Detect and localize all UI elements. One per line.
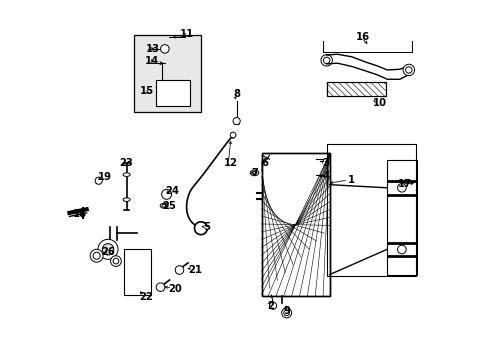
Circle shape xyxy=(98,239,118,259)
Bar xyxy=(261,153,329,296)
Circle shape xyxy=(102,244,114,255)
Text: 12: 12 xyxy=(224,158,238,168)
Ellipse shape xyxy=(160,203,168,208)
Text: 7: 7 xyxy=(251,168,258,178)
Text: 8: 8 xyxy=(233,89,240,99)
Text: 23: 23 xyxy=(119,158,133,168)
Text: 14: 14 xyxy=(145,57,159,66)
Text: 19: 19 xyxy=(97,172,111,182)
Text: 10: 10 xyxy=(372,98,386,108)
Text: 4: 4 xyxy=(322,171,329,181)
Bar xyxy=(123,249,150,295)
Circle shape xyxy=(320,55,332,66)
Text: 3: 3 xyxy=(322,158,329,168)
Ellipse shape xyxy=(281,308,291,318)
Circle shape xyxy=(156,283,164,292)
Circle shape xyxy=(160,45,169,53)
Bar xyxy=(261,153,329,296)
Text: 25: 25 xyxy=(162,201,175,211)
Text: 22: 22 xyxy=(139,292,153,302)
Circle shape xyxy=(162,189,171,199)
Circle shape xyxy=(405,67,411,73)
Circle shape xyxy=(110,256,121,266)
Ellipse shape xyxy=(123,198,130,202)
Text: 17: 17 xyxy=(397,179,411,189)
Text: 13: 13 xyxy=(145,44,159,54)
Text: 1: 1 xyxy=(346,175,354,185)
Bar xyxy=(326,82,385,96)
Ellipse shape xyxy=(123,173,130,176)
Circle shape xyxy=(397,184,406,192)
Circle shape xyxy=(233,117,240,125)
Text: 21: 21 xyxy=(188,265,202,275)
Bar xyxy=(156,80,189,106)
Circle shape xyxy=(323,57,329,64)
Bar xyxy=(134,35,200,112)
Text: 26: 26 xyxy=(101,247,115,257)
Bar xyxy=(326,144,415,276)
Ellipse shape xyxy=(252,171,256,175)
Circle shape xyxy=(113,258,119,264)
Circle shape xyxy=(269,302,276,309)
Text: 9: 9 xyxy=(283,306,289,316)
Circle shape xyxy=(175,266,183,274)
Text: 5: 5 xyxy=(203,222,210,232)
Bar xyxy=(386,160,416,275)
Circle shape xyxy=(93,252,100,259)
Text: 6: 6 xyxy=(261,158,268,168)
Circle shape xyxy=(230,132,235,138)
Ellipse shape xyxy=(250,170,258,176)
Text: 16: 16 xyxy=(355,32,369,42)
Circle shape xyxy=(402,64,414,76)
Text: 2: 2 xyxy=(266,301,273,311)
Bar xyxy=(326,82,385,96)
Text: 18: 18 xyxy=(72,209,86,219)
Circle shape xyxy=(90,249,103,262)
Circle shape xyxy=(397,245,406,254)
Circle shape xyxy=(95,177,102,184)
Text: 11: 11 xyxy=(180,28,194,39)
Ellipse shape xyxy=(283,310,289,316)
Text: 15: 15 xyxy=(140,86,154,96)
Text: 24: 24 xyxy=(165,186,179,196)
Ellipse shape xyxy=(162,204,166,207)
Text: 20: 20 xyxy=(167,284,182,294)
